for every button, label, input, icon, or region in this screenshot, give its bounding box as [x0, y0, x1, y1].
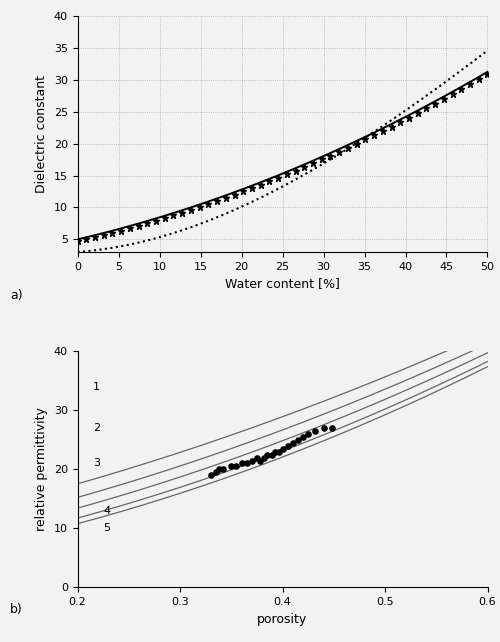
Point: [289, 438, 297, 448]
Point: [268, 449, 276, 460]
Point: [328, 423, 336, 433]
Point: [272, 447, 280, 457]
Text: 2: 2: [93, 423, 100, 433]
Text: 1: 1: [93, 382, 100, 392]
Point: [227, 462, 235, 472]
Point: [242, 458, 250, 469]
Y-axis label: relative permittivity: relative permittivity: [35, 408, 48, 532]
Point: [248, 455, 256, 465]
Point: [299, 432, 307, 442]
Text: 4: 4: [103, 506, 110, 516]
Point: [219, 464, 227, 474]
Point: [263, 449, 271, 460]
Point: [212, 467, 220, 478]
X-axis label: porosity: porosity: [258, 612, 308, 626]
Y-axis label: Dielectric constant: Dielectric constant: [35, 75, 48, 193]
Text: b): b): [10, 603, 23, 616]
Point: [320, 423, 328, 433]
Point: [260, 453, 268, 463]
X-axis label: Water content [%]: Water content [%]: [225, 277, 340, 290]
Text: a): a): [10, 289, 22, 302]
Point: [238, 458, 246, 469]
Point: [294, 435, 302, 445]
Point: [284, 440, 292, 451]
Point: [253, 453, 261, 463]
Point: [304, 429, 312, 439]
Text: 5: 5: [103, 523, 110, 534]
Point: [278, 444, 286, 454]
Point: [276, 447, 283, 457]
Point: [312, 426, 320, 436]
Point: [207, 470, 215, 480]
Text: 3: 3: [93, 458, 100, 469]
Point: [215, 464, 223, 474]
Point: [256, 455, 264, 465]
Point: [232, 462, 240, 472]
